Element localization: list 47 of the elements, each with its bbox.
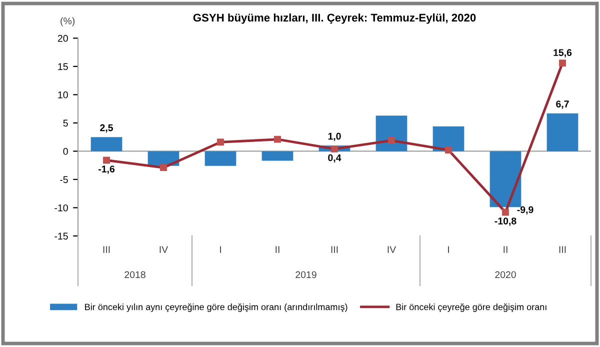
y-tick-label: -15 (54, 232, 68, 240)
y-tick-label: -10 (54, 204, 68, 212)
x-tick-label: IV (388, 246, 396, 253)
text: 2019 (296, 271, 316, 278)
data-label: 15,6 (554, 49, 572, 58)
bar (376, 116, 408, 152)
data-label: -1,6 (98, 166, 115, 174)
x-tick-label: II (504, 246, 508, 253)
data-label: 2,5 (100, 124, 113, 133)
point (274, 136, 281, 143)
y-tick-label: 5 (63, 120, 68, 127)
legend-label: Bir önceki yılın aynı çeyreğine göre değişim oranı (arındırılmamış) (85, 303, 348, 312)
point (217, 138, 224, 146)
x-tick-label: III (331, 246, 338, 253)
x-tick-label: I (448, 246, 449, 253)
data-label: -9,9 (517, 206, 534, 215)
bar (262, 151, 294, 161)
x-tick-label: III (103, 246, 110, 253)
y-tick-label: 0 (63, 148, 68, 155)
y-axis-title: (%) (60, 17, 75, 26)
y-tick-label: 20 (58, 34, 68, 42)
point (331, 145, 338, 152)
bar (546, 113, 578, 152)
y-tick-label: 10 (58, 91, 68, 98)
y-tick-label: -5 (60, 176, 68, 184)
x-tick-label: I (220, 246, 221, 253)
data-label: 6,7 (556, 100, 569, 109)
point (388, 136, 395, 144)
data-label: -10,8 (494, 218, 516, 226)
data-label: 0,4 (328, 154, 342, 163)
point (502, 208, 509, 216)
point (445, 146, 452, 154)
chart-title: GSYH büyüme hızları, III. Çeyrek: Temmuz-Eylül, 2020 (193, 13, 476, 24)
bar (490, 151, 522, 208)
bar (90, 137, 122, 152)
legend-label: Bir önceki çeyreğe göre değişim oranı (396, 303, 546, 312)
x-tick-label: II (276, 246, 280, 253)
text: 2020 (495, 271, 516, 278)
x-tick-label: III (559, 246, 566, 253)
data-label: 1,0 (328, 132, 341, 142)
text: 2018 (124, 271, 146, 278)
point (559, 60, 566, 67)
y-tick-label: 15 (58, 63, 68, 70)
bar (204, 151, 236, 166)
x-tick-label: IV (160, 246, 168, 253)
point (160, 164, 167, 172)
point (103, 156, 110, 164)
